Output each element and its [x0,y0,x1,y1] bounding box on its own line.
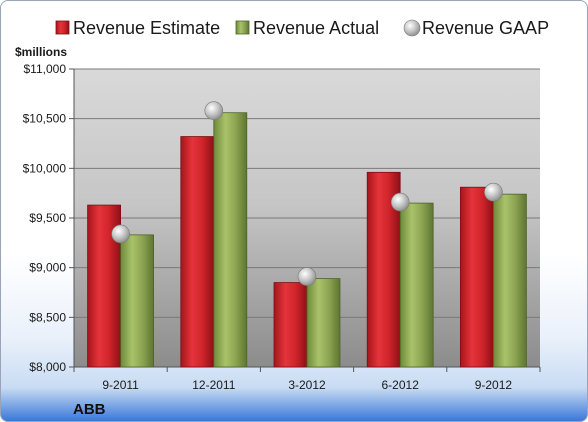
gaap-point [204,101,224,121]
y-unit-label: $millions [15,45,67,59]
bar-series [87,112,527,368]
legend-label: Revenue Actual [253,18,379,38]
x-tick-label: 3-2012 [288,378,326,392]
gaap-point [297,267,317,286]
actual-bar [120,234,154,368]
y-tick-label: $10,000 [23,161,67,175]
y-tick-label: $9,500 [29,211,66,225]
gaap-point [111,224,130,244]
x-tick-label: 9-2011 [102,378,139,392]
legend-item-gaap: Revenue GAAP [403,18,549,38]
x-axis: 9-2011 12-2011 3-2012 6-2012 9-2012 [73,367,541,392]
x-tick-label: 6-2012 [382,378,420,392]
legend-label: Revenue Estimate [73,18,220,38]
x-tick-label: 9-2012 [475,378,513,392]
actual-bar [399,202,434,368]
actual-bar [213,112,248,368]
legend-label: Revenue GAAP [422,18,549,38]
y-tick-label: $9,000 [29,261,66,275]
legend-item-actual: Revenue Actual [235,18,379,38]
legend-item-estimate: Revenue Estimate [55,18,220,38]
estimate-bar [273,282,308,368]
estimate-bar [459,186,494,368]
gaap-point [390,192,410,212]
legend-swatch [55,20,70,35]
chart-legend: Revenue Estimate Revenue Actual Revenue GA… [55,18,549,38]
legend-swatch [403,19,421,37]
y-tick-label: $10,500 [23,112,67,126]
x-tick-label: 12-2011 [192,378,235,392]
company-label: ABB [73,401,106,418]
legend-swatch [235,20,250,35]
actual-bar [492,193,527,368]
actual-bar [306,278,341,368]
estimate-bar [180,136,215,368]
y-tick-label: $11,000 [24,62,67,76]
gaap-point [484,182,503,202]
y-tick-label: $8,000 [29,360,66,374]
gaap-points [111,101,503,286]
y-tick-label: $8,500 [29,310,66,324]
